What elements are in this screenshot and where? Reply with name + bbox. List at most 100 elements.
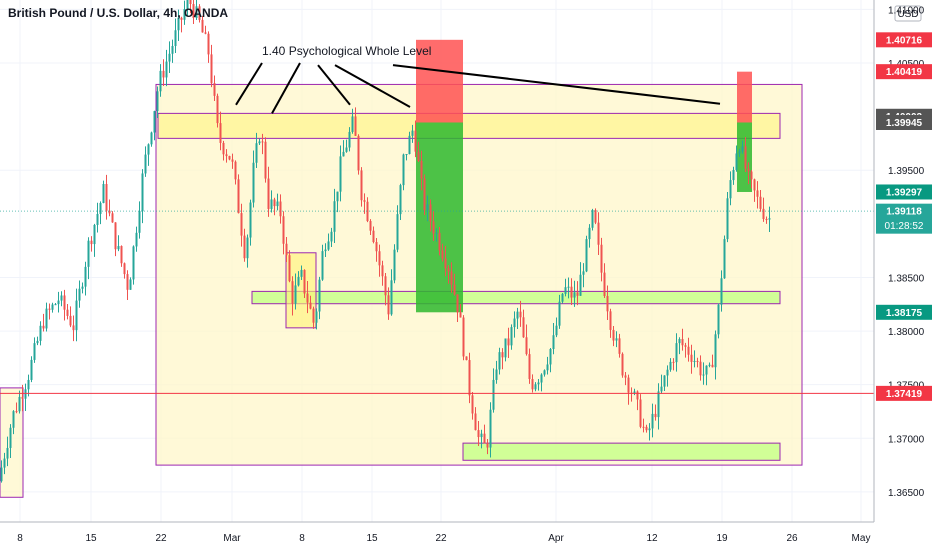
candle-body [267, 178, 270, 209]
candle-body [534, 384, 537, 390]
candle-body [279, 201, 282, 217]
candle-body [648, 428, 651, 431]
candle-body [627, 377, 630, 393]
candle-body [150, 132, 153, 145]
candle-body [447, 268, 450, 272]
candle-body [723, 239, 726, 279]
zone-support [251, 290, 781, 305]
candle-body [84, 266, 87, 287]
time-tick-label: Mar [223, 533, 241, 544]
candle-body [342, 151, 345, 157]
candle-body [192, 4, 195, 19]
candle-body [561, 293, 564, 302]
candle-body [174, 30, 177, 47]
price-axis-background [874, 0, 932, 550]
price-label-bg [876, 184, 932, 200]
price-label: 1.37419 [886, 389, 923, 400]
candle-body [273, 199, 276, 207]
zone-support [462, 442, 781, 461]
candle-body [507, 338, 510, 346]
candle-body [693, 360, 696, 362]
candle-body [324, 249, 327, 252]
annotation-pointer-line [334, 64, 411, 108]
candle-body [735, 153, 738, 170]
candle-body [234, 161, 237, 180]
candle-body [441, 250, 444, 259]
candle-body [399, 185, 402, 215]
candle-body [66, 309, 69, 316]
candle-body [297, 276, 300, 286]
candle-body [675, 343, 678, 363]
candle-body [33, 343, 36, 360]
candle-body [204, 32, 207, 34]
candle-body [48, 308, 51, 310]
candle-body [45, 308, 48, 329]
last-price-label: 1.39118 [886, 207, 922, 218]
candle-body [531, 379, 534, 390]
candle-body [681, 338, 684, 346]
candle-body [465, 356, 468, 361]
candle-body [186, 0, 189, 10]
candle-body [564, 287, 567, 294]
candle-body [450, 271, 453, 285]
candle-body [132, 246, 135, 280]
candle-body [483, 433, 486, 444]
candle-body [489, 409, 492, 448]
candle-body [678, 338, 681, 344]
candle-body [189, 0, 192, 5]
candle-body [141, 173, 144, 212]
candle-body [519, 311, 522, 318]
candle-body [633, 391, 636, 394]
candle-body [357, 135, 360, 171]
candle-body [255, 143, 258, 163]
price-label-bg [876, 64, 932, 80]
candle-body [231, 159, 234, 162]
candle-body [222, 142, 225, 155]
candle-body [405, 154, 408, 156]
zones-layer [0, 83, 803, 498]
annotation-pointer-line [271, 62, 301, 114]
candle-body [462, 317, 465, 357]
candle-body [330, 231, 333, 242]
candle-body [393, 249, 396, 281]
candle-body [354, 116, 357, 136]
candle-body [456, 294, 459, 313]
candle-body [348, 131, 351, 148]
candle-body [495, 369, 498, 380]
candle-body [168, 53, 171, 62]
candle-body [183, 9, 186, 20]
candle-body [420, 160, 423, 179]
price-tick-label: 1.39500 [888, 166, 925, 177]
price-tick-label: 1.38500 [888, 273, 925, 284]
candle-body [672, 361, 675, 363]
candle-body [699, 361, 702, 376]
candle-body [36, 340, 39, 344]
candle-body [498, 352, 501, 370]
candle-body [249, 202, 252, 238]
candle-body [744, 146, 747, 169]
time-tick-label: 8 [299, 533, 305, 544]
time-tick-label: May [852, 533, 871, 544]
candle-body [549, 349, 552, 365]
candle-body [147, 144, 150, 155]
time-tick-label: Apr [548, 533, 564, 544]
candle-body [225, 154, 228, 157]
time-tick-label: 15 [366, 533, 378, 544]
candle-body [252, 162, 255, 203]
candle-body [270, 199, 273, 209]
candle-body [24, 389, 27, 399]
currency-badge[interactable] [894, 5, 922, 22]
candle-body [195, 6, 198, 19]
candle-body [546, 364, 549, 371]
candle-body [15, 411, 18, 413]
candle-body [702, 374, 705, 376]
candle-body [729, 180, 732, 199]
candle-body [87, 240, 90, 267]
candle-body [684, 345, 687, 347]
candle-body [540, 374, 543, 383]
candle-body [171, 46, 174, 54]
price-label-bg [876, 32, 932, 48]
candle-body [573, 292, 576, 298]
